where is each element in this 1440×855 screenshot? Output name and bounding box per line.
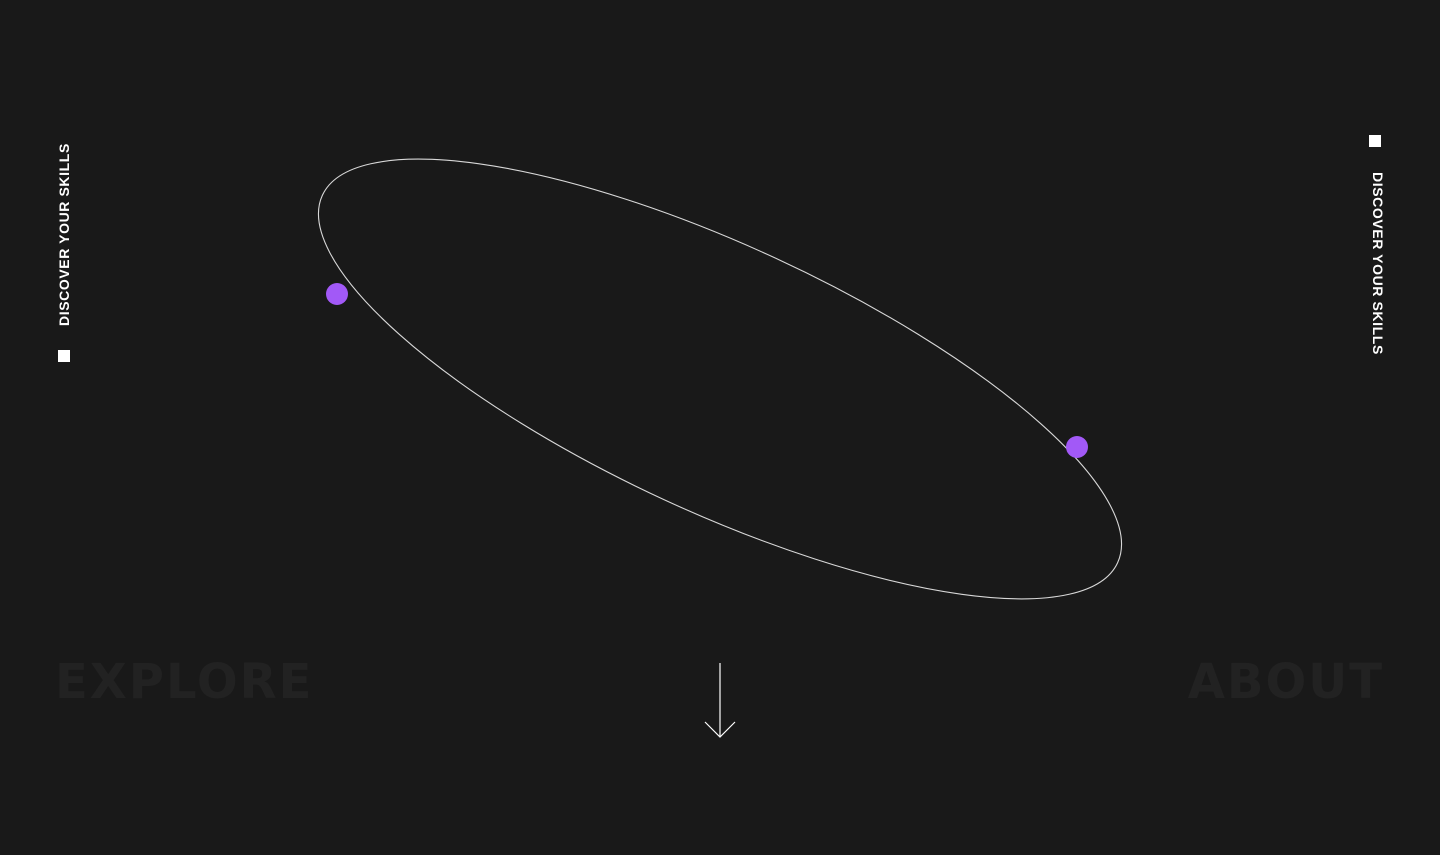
arrow-down-icon[interactable] — [703, 662, 737, 742]
about-link[interactable]: ABOUT — [1187, 654, 1384, 710]
explore-link[interactable]: EXPLORE — [55, 654, 314, 710]
orbit-ellipse — [317, 158, 1123, 600]
orbit-dot-right — [1066, 436, 1088, 458]
orbit-dot-left — [326, 283, 348, 305]
square-marker-icon-left — [58, 350, 70, 362]
side-label-right: DISCOVER YOUR SKILLS — [1370, 172, 1386, 355]
square-marker-icon-right — [1369, 135, 1381, 147]
